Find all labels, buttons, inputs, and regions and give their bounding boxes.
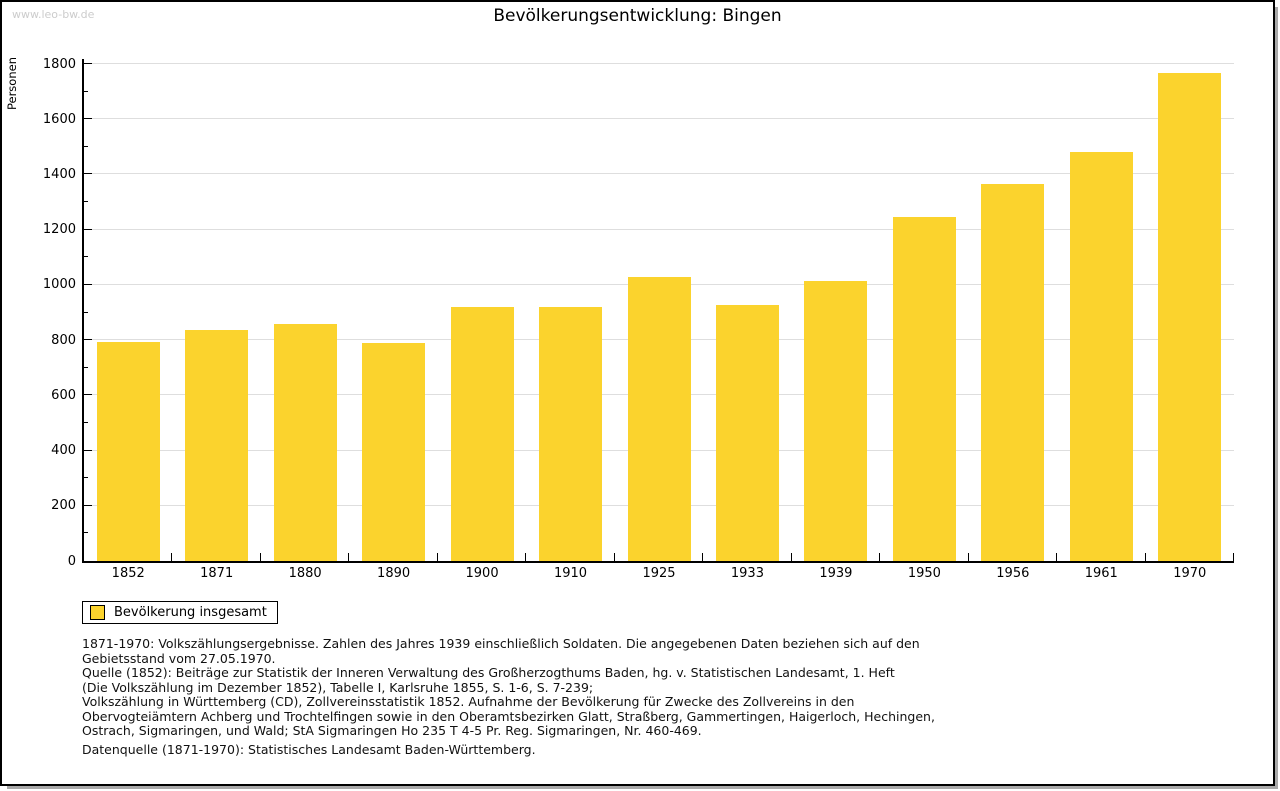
x-boundary-tick-6 [613, 553, 615, 561]
footnote-line: Obervogteiämtern Achberg und Trochtelfin… [82, 708, 935, 724]
y-tick-label-0: 0 [67, 553, 76, 569]
y-major-tick-1400 [84, 173, 92, 175]
footnote-line: Ostrach, Sigmaringen, und Wald; StA Sigm… [82, 723, 702, 738]
footnote-line: Volkszählung in Württemberg (CD), Zollve… [82, 694, 855, 709]
x-tick-label-1933: 1933 [730, 566, 764, 581]
y-minor-tick-300 [84, 477, 88, 479]
legend-color-swatch-icon [90, 605, 105, 620]
y-minor-tick-900 [84, 311, 88, 313]
bar-1890 [362, 342, 426, 561]
x-tick-label-1961: 1961 [1084, 566, 1118, 581]
y-minor-tick-1500 [84, 145, 88, 147]
x-boundary-tick-7 [702, 553, 704, 561]
y-axis-tick-labels: 0 200 400 600 800 1000 1200 1400 1600 1800 [2, 57, 76, 569]
footnote-line: 1871-1970: Volkszählungsergebnisse. Zahl… [82, 636, 920, 651]
x-boundary-tick-13 [1233, 553, 1234, 561]
footnote: 1871-1970: Volkszählungsergebnisse. Zahl… [82, 636, 1232, 739]
legend: Bevölkerung insgesamt [82, 601, 278, 624]
x-boundary-tick-2 [259, 553, 261, 561]
gridline-1400 [84, 173, 1234, 175]
watermark-url: www.leo-bw.de [12, 8, 95, 21]
x-boundary-tick-12 [1144, 553, 1146, 561]
x-boundary-tick-4 [436, 553, 438, 561]
bar-1939 [804, 281, 868, 561]
x-boundary-tick-1 [171, 553, 173, 561]
footnote-line: (Die Volkszählung im Dezember 1852), Tab… [82, 679, 594, 695]
x-tick-label-1950: 1950 [907, 566, 941, 581]
footnote-line: Quelle (1852): Beiträge zur Statistik de… [82, 665, 895, 680]
y-minor-tick-700 [84, 366, 88, 368]
y-axis-line [82, 59, 84, 563]
datasource-note: Datenquelle (1871-1970): Statistisches L… [82, 742, 536, 757]
y-tick-label-800: 800 [51, 332, 76, 348]
gridline-1200 [84, 228, 1234, 230]
y-minor-tick-500 [84, 421, 88, 423]
bar-1950 [892, 216, 956, 561]
y-major-tick-800 [84, 339, 92, 341]
y-major-tick-1000 [84, 283, 92, 285]
bar-1900 [450, 306, 514, 561]
bar-1933 [715, 305, 779, 561]
x-tick-label-1900: 1900 [465, 566, 499, 581]
x-tick-label-1910: 1910 [553, 566, 588, 581]
y-minor-tick-1700 [84, 90, 88, 92]
bar-1880 [273, 324, 337, 561]
x-tick-label-1871: 1871 [200, 566, 234, 581]
bar-1956 [981, 184, 1045, 561]
y-major-tick-200 [84, 504, 92, 506]
x-boundary-tick-9 [879, 553, 881, 561]
y-major-tick-600 [84, 394, 92, 396]
y-tick-label-1600: 1600 [42, 111, 76, 127]
y-minor-tick-1300 [84, 201, 88, 203]
bar-1970 [1158, 73, 1222, 561]
x-boundary-tick-10 [967, 553, 969, 561]
y-tick-label-1000: 1000 [42, 277, 76, 293]
legend-label: Bevölkerung insgesamt [114, 605, 267, 620]
x-tick-label-1956: 1956 [996, 566, 1030, 581]
x-boundary-tick-8 [790, 553, 792, 561]
gridline-1800 [84, 63, 1234, 64]
y-major-tick-1800 [84, 63, 92, 64]
plot-area [84, 63, 1234, 561]
footnote-line: Gebietsstand vom 27.05.1970. [82, 650, 276, 666]
x-boundary-tick-5 [525, 553, 527, 561]
x-tick-label-1970: 1970 [1173, 566, 1207, 581]
y-tick-label-1200: 1200 [42, 222, 76, 238]
y-tick-label-1800: 1800 [42, 56, 76, 72]
bar-1910 [539, 306, 603, 561]
bar-1961 [1069, 152, 1133, 561]
y-major-tick-1200 [84, 228, 92, 230]
chart-title: Bevölkerungsentwicklung: Bingen [493, 6, 782, 26]
y-major-tick-400 [84, 449, 92, 451]
bar-1871 [185, 330, 249, 561]
y-major-tick-1600 [84, 118, 92, 120]
y-tick-label-400: 400 [51, 443, 76, 459]
x-tick-label-1939: 1939 [819, 566, 853, 581]
x-axis-tick-labels: 1852 1871 1880 1890 1900 1910 1925 1933 1939 1950… [84, 566, 1234, 582]
x-tick-label-1925: 1925 [642, 566, 676, 581]
bar-1925 [627, 277, 691, 561]
x-tick-label-1890: 1890 [377, 566, 411, 581]
gridline-1600 [84, 118, 1234, 120]
x-axis-line [82, 561, 1234, 563]
x-boundary-tick-11 [1056, 553, 1058, 561]
x-tick-label-1880: 1880 [288, 566, 322, 581]
y-minor-tick-1100 [84, 256, 88, 258]
bar-1852 [96, 341, 160, 561]
y-tick-label-600: 600 [51, 387, 76, 403]
y-tick-label-200: 200 [51, 498, 76, 514]
x-boundary-tick-3 [348, 553, 350, 561]
y-tick-label-1400: 1400 [42, 166, 76, 182]
y-minor-tick-100 [84, 532, 88, 534]
x-tick-label-1852: 1852 [111, 566, 145, 581]
